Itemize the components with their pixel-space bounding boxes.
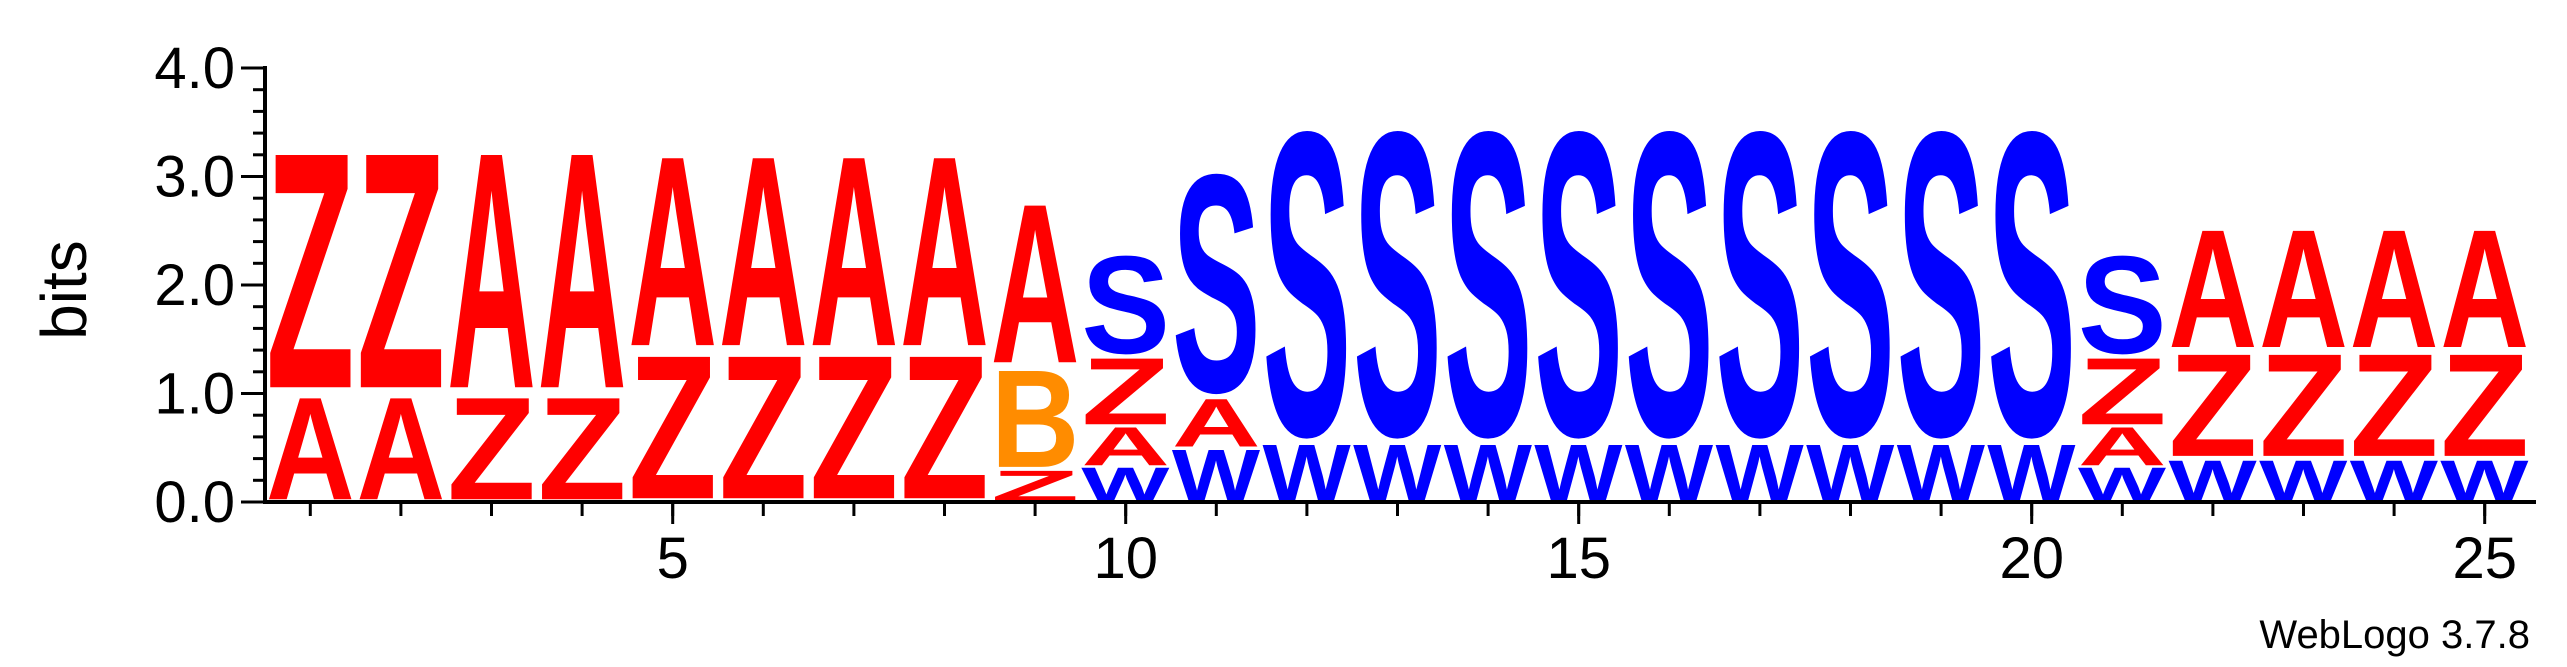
logo-letter-s: S <box>1716 42 1805 527</box>
logo-letter-a: A <box>628 99 717 403</box>
logo-letter-a: A <box>2169 195 2258 384</box>
y-tick-label: 3.0 <box>154 145 235 210</box>
logo-letter-a: A <box>1172 385 1261 462</box>
y-axis-title: bits <box>28 240 100 340</box>
logo-letter-s: S <box>1534 42 1623 527</box>
logo-letter-z: Z <box>2078 339 2167 445</box>
logo-letter-s: S <box>2078 227 2167 382</box>
x-tick-label: 25 <box>2452 526 2517 591</box>
y-tick-label: 0.0 <box>154 470 235 535</box>
logo-letter-z: Z <box>357 83 446 460</box>
x-tick-label: 5 <box>657 526 689 591</box>
logo-letter-s: S <box>1353 42 1442 527</box>
logo-letter-s: S <box>1081 227 1170 382</box>
logo-letter-a: A <box>2259 195 2348 384</box>
logo-letter-a: A <box>991 156 1080 411</box>
y-tick-label: 2.0 <box>154 253 235 318</box>
x-tick-label: 10 <box>1093 526 1158 591</box>
logo-letter-z: Z <box>266 83 355 460</box>
axes: 0.0 1.0 2.0 3.0 4.0 5 10 15 20 25 <box>154 36 2536 591</box>
logo-letter-s: S <box>1172 109 1261 457</box>
logo-letter-z: Z <box>2259 323 2348 487</box>
logo-letter-s: S <box>1263 42 1352 527</box>
logo-letter-s: S <box>1444 42 1533 527</box>
logo-letter-z: Z <box>1081 339 1170 445</box>
logo-letter-s: S <box>1897 42 1986 527</box>
logo-letter-z: Z <box>2350 323 2439 487</box>
weblogo-version-label: WebLogo 3.7.8 <box>2259 613 2530 657</box>
logo-letter-z: Z <box>2169 323 2258 487</box>
logo-letter-b: B <box>991 341 1080 497</box>
logo-letter-a: A <box>538 82 627 459</box>
x-tick-label: 20 <box>1999 526 2064 591</box>
logo-letter-a: A <box>719 99 808 403</box>
logo-letter-a: A <box>810 99 899 403</box>
logo-letter-a: A <box>447 82 536 459</box>
x-tick-label: 15 <box>1546 526 1611 591</box>
logo-letter-a: A <box>900 99 989 403</box>
logo-letter-a: A <box>1081 417 1170 478</box>
logo-letter-s: S <box>1625 42 1714 527</box>
logo-letter-a: A <box>2350 195 2439 384</box>
logo-letter-s: S <box>1806 42 1895 527</box>
logo-letter-s: S <box>1987 42 2076 527</box>
logo-letter-a: A <box>2440 195 2529 384</box>
y-tick-label: 1.0 <box>154 362 235 427</box>
logo-letter-a: A <box>2078 417 2167 478</box>
logo-letter-z: Z <box>2440 323 2529 487</box>
y-tick-label: 4.0 <box>154 36 235 101</box>
